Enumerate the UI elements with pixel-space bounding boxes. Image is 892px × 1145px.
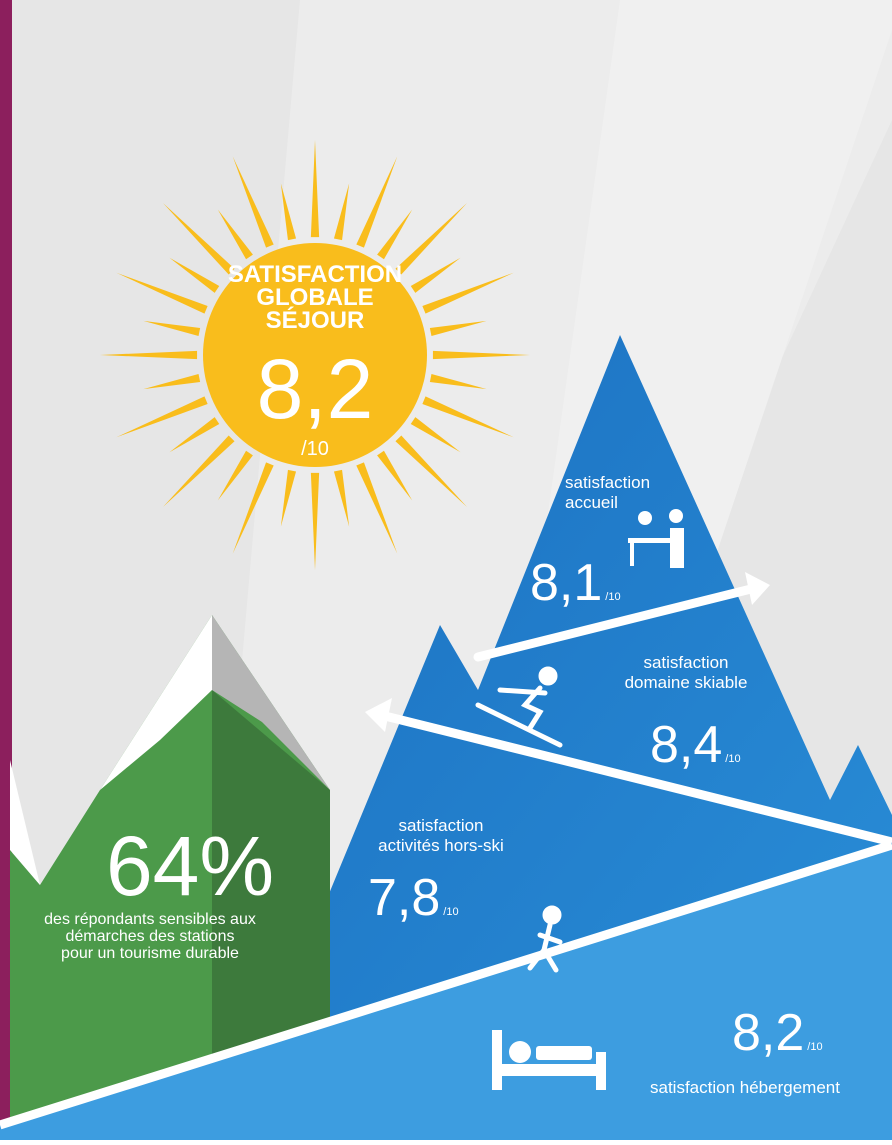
- score-label: satisfaction: [398, 816, 483, 835]
- sun-scale: /10: [301, 438, 329, 460]
- score-label: domaine skiable: [625, 673, 748, 692]
- sun-title: SÉJOUR: [266, 306, 365, 334]
- score-label: accueil: [565, 493, 618, 512]
- score-value: 8,1: [530, 554, 602, 612]
- stat-value: 64%: [106, 819, 274, 913]
- score-label: satisfaction: [643, 653, 728, 672]
- sun-score: 8,2: [257, 342, 374, 436]
- score-label: activités hors-ski: [378, 836, 504, 855]
- score-scale: /10: [443, 906, 458, 918]
- stat-text: pour un tourisme durable: [61, 945, 239, 962]
- stat-text: démarches des stations: [66, 928, 235, 945]
- score-label: satisfaction hébergement: [650, 1078, 840, 1097]
- score-value: 8,4: [650, 716, 722, 774]
- score-value: 8,2: [732, 1004, 804, 1062]
- stat-text: des répondants sensibles aux: [44, 911, 256, 928]
- score-label: satisfaction: [565, 473, 650, 492]
- score-scale: /10: [725, 753, 740, 765]
- page: {"sun": {"title_lines": ["SATISFACTION",…: [0, 0, 892, 1140]
- score-scale: /10: [807, 1041, 822, 1053]
- score-scale: /10: [605, 591, 620, 603]
- infographic: SATISFACTIONGLOBALESÉJOUR8,2/10 satisfac…: [0, 0, 892, 1140]
- score-value: 7,8: [368, 869, 440, 927]
